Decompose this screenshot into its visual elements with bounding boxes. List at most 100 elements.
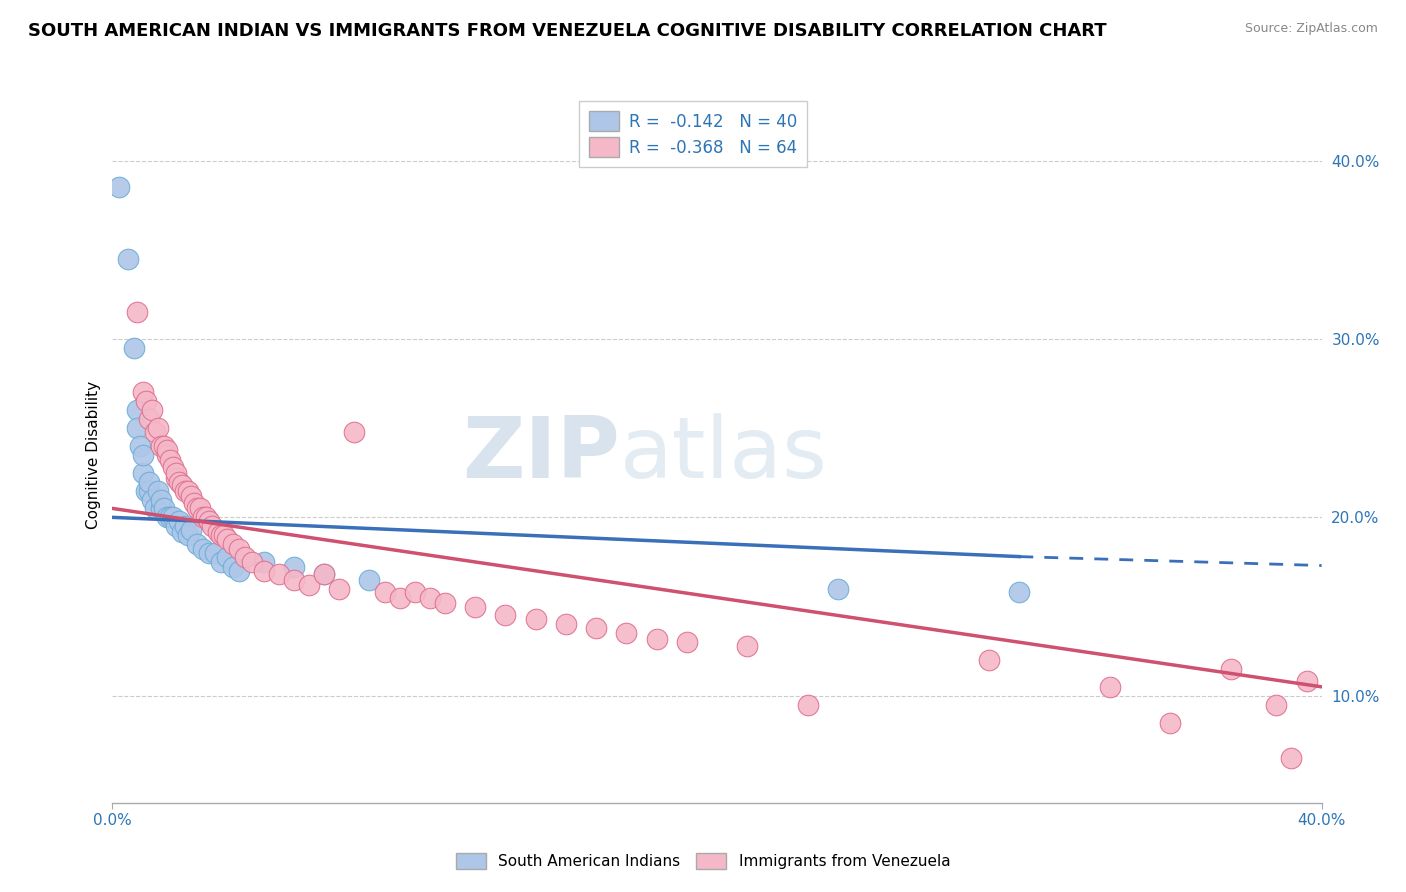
Point	[267, 567, 290, 582]
Point	[645, 632, 668, 646]
Point	[675, 635, 697, 649]
Point	[374, 585, 396, 599]
Point	[125, 421, 148, 435]
Point	[209, 555, 232, 569]
Point	[183, 496, 205, 510]
Point	[1265, 698, 1288, 712]
Point	[107, 180, 129, 194]
Point	[159, 510, 181, 524]
Y-axis label: Cognitive Disability: Cognitive Disability	[86, 381, 101, 529]
Point	[162, 460, 184, 475]
Point	[359, 573, 381, 587]
Legend: R =  -0.142   N = 40, R =  -0.368   N = 64: R = -0.142 N = 40, R = -0.368 N = 64	[579, 102, 807, 167]
Point	[343, 425, 366, 439]
Point	[209, 528, 232, 542]
Point	[143, 501, 166, 516]
Point	[165, 466, 187, 480]
Point	[201, 519, 224, 533]
Point	[149, 501, 172, 516]
Point	[228, 542, 250, 557]
Point	[228, 564, 250, 578]
Point	[191, 542, 214, 557]
Point	[283, 573, 305, 587]
Point	[170, 478, 193, 492]
Point	[132, 466, 155, 480]
Point	[180, 489, 202, 503]
Point	[191, 510, 214, 524]
Point	[240, 555, 263, 569]
Point	[1008, 585, 1031, 599]
Point	[167, 514, 190, 528]
Text: atlas: atlas	[620, 413, 828, 497]
Point	[149, 439, 172, 453]
Point	[174, 519, 197, 533]
Point	[222, 560, 245, 574]
Point	[143, 425, 166, 439]
Point	[141, 403, 163, 417]
Point	[128, 439, 150, 453]
Point	[314, 567, 336, 582]
Point	[153, 439, 176, 453]
Legend: South American Indians, Immigrants from Venezuela: South American Indians, Immigrants from …	[450, 847, 956, 875]
Point	[177, 528, 200, 542]
Point	[1159, 715, 1181, 730]
Point	[524, 612, 547, 626]
Point	[135, 483, 157, 498]
Point	[122, 341, 145, 355]
Point	[156, 448, 179, 462]
Point	[132, 385, 155, 400]
Point	[1279, 751, 1302, 765]
Point	[198, 514, 221, 528]
Point	[585, 621, 607, 635]
Point	[180, 523, 202, 537]
Point	[464, 599, 486, 614]
Point	[1295, 674, 1317, 689]
Point	[146, 421, 169, 435]
Point	[207, 524, 229, 539]
Point	[198, 546, 221, 560]
Point	[132, 448, 155, 462]
Point	[125, 403, 148, 417]
Point	[204, 546, 226, 560]
Point	[153, 501, 176, 516]
Point	[195, 510, 218, 524]
Point	[167, 475, 190, 489]
Point	[217, 549, 239, 564]
Point	[419, 591, 441, 605]
Point	[616, 626, 638, 640]
Point	[1098, 680, 1121, 694]
Point	[186, 501, 208, 516]
Point	[186, 537, 208, 551]
Point	[177, 483, 200, 498]
Point	[174, 483, 197, 498]
Point	[188, 501, 211, 516]
Point	[328, 582, 350, 596]
Text: Source: ZipAtlas.com: Source: ZipAtlas.com	[1244, 22, 1378, 36]
Point	[217, 532, 239, 546]
Point	[141, 492, 163, 507]
Point	[298, 578, 321, 592]
Point	[170, 524, 193, 539]
Point	[283, 560, 305, 574]
Point	[253, 555, 276, 569]
Point	[117, 252, 139, 266]
Point	[138, 412, 160, 426]
Point	[146, 483, 169, 498]
Point	[433, 596, 456, 610]
Point	[235, 549, 257, 564]
Point	[314, 567, 336, 582]
Point	[156, 442, 179, 457]
Point	[827, 582, 849, 596]
Point	[737, 639, 759, 653]
Point	[253, 564, 276, 578]
Point	[125, 305, 148, 319]
Point	[149, 492, 172, 507]
Point	[214, 528, 236, 542]
Point	[388, 591, 411, 605]
Point	[159, 453, 181, 467]
Point	[156, 510, 179, 524]
Point	[404, 585, 426, 599]
Point	[135, 394, 157, 409]
Point	[1220, 662, 1243, 676]
Point	[165, 519, 187, 533]
